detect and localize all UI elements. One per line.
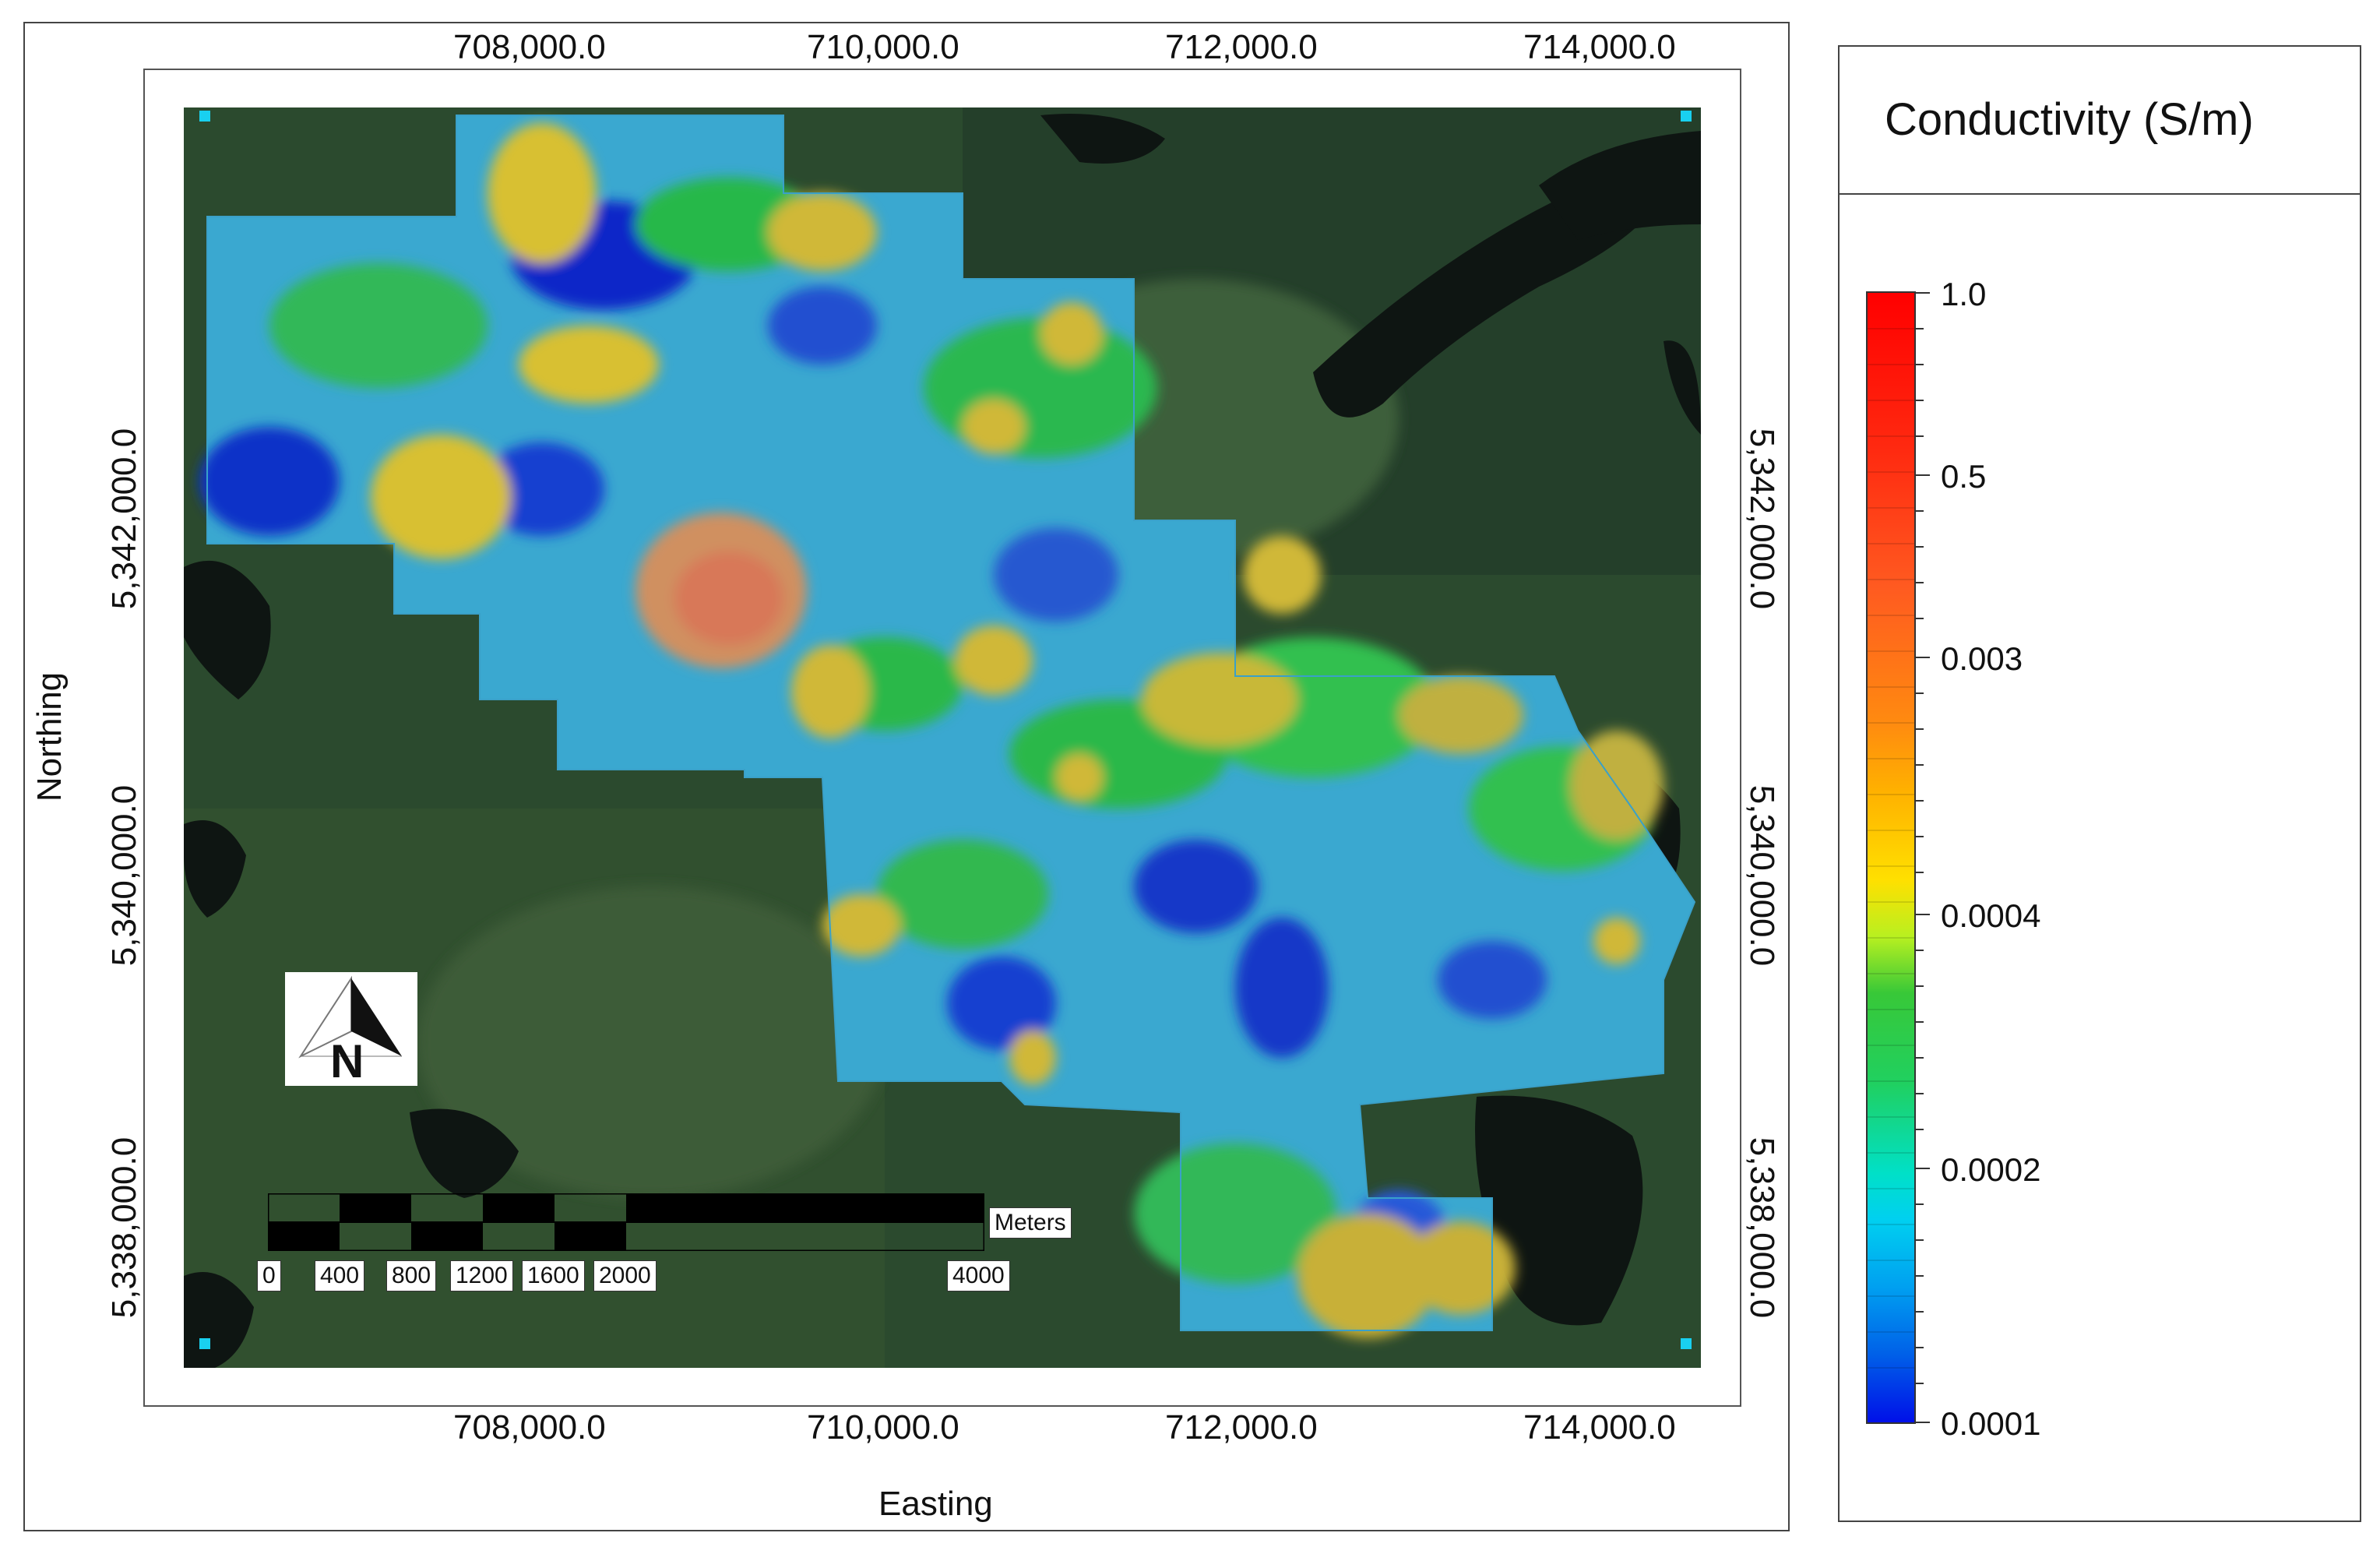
scale-label-1600: 1600 bbox=[522, 1260, 585, 1291]
colorbar-bands bbox=[1868, 328, 1914, 1369]
scale-bar bbox=[266, 1192, 986, 1253]
scale-label-400: 400 bbox=[315, 1260, 365, 1291]
scale-label-2000: 2000 bbox=[593, 1260, 657, 1291]
easting-bottom-708000: 708,000.0 bbox=[453, 1408, 606, 1447]
easting-top-710000: 710,000.0 bbox=[807, 28, 959, 66]
scale-label-1200: 1200 bbox=[450, 1260, 513, 1291]
easting-bottom-714000: 714,000.0 bbox=[1523, 1408, 1676, 1447]
north-arrow-icon bbox=[298, 975, 402, 1059]
easting-bottom-712000: 712,000.0 bbox=[1165, 1408, 1318, 1447]
scale-label-0: 0 bbox=[257, 1260, 281, 1291]
easting-top-714000: 714,000.0 bbox=[1523, 28, 1676, 66]
legend-title: Conductivity (S/m) bbox=[1885, 94, 2254, 145]
northing-left-5342000: 5,342,000.0 bbox=[105, 428, 143, 610]
scale-bar-graphic bbox=[266, 1192, 986, 1253]
colorbar-label-0-003: 0.003 bbox=[1941, 640, 2023, 677]
map-image bbox=[184, 107, 1701, 1368]
colorbar-ticks bbox=[1916, 291, 1933, 1424]
x-axis-title: Easting bbox=[878, 1485, 993, 1523]
colorbar-label-0-0001: 0.0001 bbox=[1941, 1405, 2041, 1442]
north-arrow-letter: N bbox=[330, 1035, 364, 1087]
legend-title-divider bbox=[1838, 193, 2361, 195]
colorbar-label-1: 1.0 bbox=[1941, 276, 1987, 312]
colorbar bbox=[1866, 291, 1916, 1424]
colorbar-label-0-0002: 0.0002 bbox=[1941, 1151, 2041, 1188]
easting-top-708000: 708,000.0 bbox=[453, 28, 606, 66]
survey-conductivity-map bbox=[184, 107, 1701, 1368]
colorbar-label-0-5: 0.5 bbox=[1941, 458, 1987, 495]
scale-label-800: 800 bbox=[386, 1260, 437, 1291]
northing-right-5340000: 5,340,000.0 bbox=[1743, 784, 1781, 967]
northing-right-5342000: 5,342,000.0 bbox=[1743, 428, 1781, 610]
easting-top-712000: 712,000.0 bbox=[1165, 28, 1318, 66]
scale-label-4000: 4000 bbox=[947, 1260, 1010, 1291]
scale-bar-unit: Meters bbox=[989, 1207, 1072, 1239]
northing-left-5340000: 5,340,000.0 bbox=[105, 784, 143, 967]
y-axis-title: Northing bbox=[30, 671, 69, 802]
north-arrow: N bbox=[285, 972, 417, 1087]
legend-panel bbox=[1838, 45, 2361, 1522]
northing-left-5338000: 5,338,000.0 bbox=[105, 1136, 143, 1319]
colorbar-label-0-0004: 0.0004 bbox=[1941, 897, 2041, 934]
easting-bottom-710000: 710,000.0 bbox=[807, 1408, 959, 1447]
northing-right-5338000: 5,338,000.0 bbox=[1743, 1136, 1781, 1319]
